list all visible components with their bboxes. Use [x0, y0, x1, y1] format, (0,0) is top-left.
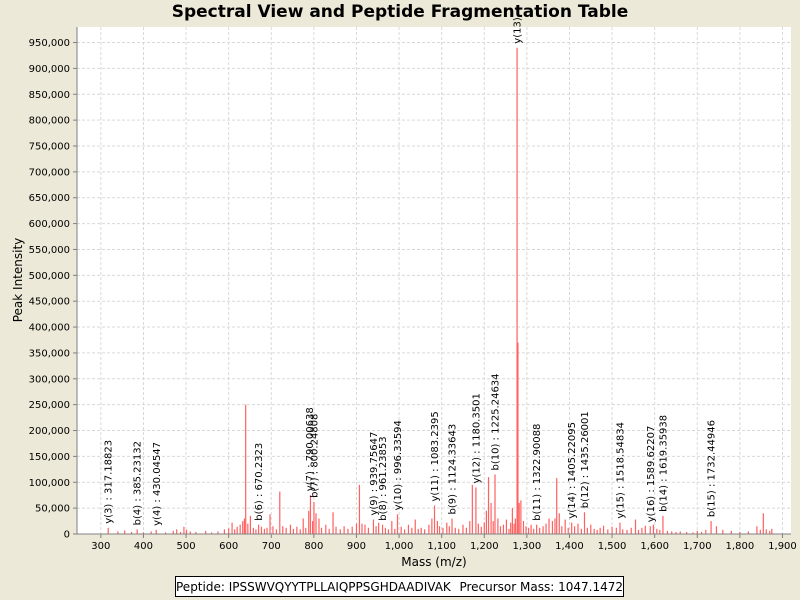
- x-axis-label: Mass (m/z): [401, 555, 466, 569]
- y-tick-label: 300,000: [29, 374, 70, 385]
- y-tick-label: 500,000: [29, 271, 70, 282]
- x-tick-label: 600: [219, 541, 238, 552]
- peak-annotation-label: y(3) : 317.18823: [104, 440, 115, 524]
- peak-bars: [107, 47, 773, 534]
- x-tick-label: 1,400: [555, 541, 584, 552]
- y-tick-label: 50,000: [35, 504, 70, 515]
- peak-annotation-label: b(11) : 1322.90088: [532, 424, 543, 521]
- peak-annotation-label: y(15) : 1518.54834: [615, 422, 626, 519]
- x-tick-label: 800: [304, 541, 323, 552]
- gridlines: [77, 27, 791, 534]
- x-tick-label: 1,800: [726, 541, 755, 552]
- x-tick-label: 1,500: [598, 541, 627, 552]
- peak-annotation-label: y(9) : 939.75647: [369, 432, 380, 516]
- y-tick-label: 700,000: [29, 167, 70, 178]
- chart-title: Spectral View and Peptide Fragmentation …: [171, 2, 629, 22]
- y-tick-label: 950,000: [29, 38, 70, 49]
- y-tick-label: 0: [64, 530, 70, 541]
- x-tick-label: 1,300: [513, 541, 542, 552]
- peptide-label: Peptide: IPSSWVQYYTPLLAIQPPSGHDAADIVAK: [176, 579, 451, 594]
- peak-annotation-label: y(4) : 430.04547: [152, 442, 163, 526]
- peak-annotation-label: b(4) : 385.23132: [133, 441, 144, 525]
- x-tick-label: 1,600: [640, 541, 669, 552]
- y-tick-label: 750,000: [29, 141, 70, 152]
- peak-annotation-label: b(7) : 800.24808: [309, 414, 320, 498]
- y-tick-label: 200,000: [29, 426, 70, 437]
- x-tick-label: 1,100: [427, 541, 456, 552]
- y-axis-ticks: 0 50,000 100,000 150,000 200,000 250,000 300,0…: [29, 38, 77, 541]
- y-tick-label: 550,000: [29, 245, 70, 256]
- x-tick-label: 500: [177, 541, 196, 552]
- x-tick-label: 700: [262, 541, 281, 552]
- peak-annotation-label: y(11) : 1083.2395: [430, 411, 441, 501]
- y-tick-label: 850,000: [29, 90, 70, 101]
- peak-annotation-label: b(12) : 1435.26001: [580, 411, 591, 508]
- x-tick-label: 300: [91, 541, 110, 552]
- peak-annotation-label: y(14) : 1405.22095: [567, 422, 578, 519]
- y-tick-label: 600,000: [29, 219, 70, 230]
- x-tick-label: 900: [347, 541, 366, 552]
- peak-annotation-label: y(16) : 1589.62207: [646, 426, 657, 523]
- x-tick-label: 400: [134, 541, 153, 552]
- y-tick-label: 400,000: [29, 323, 70, 334]
- peak-annotation-label: b(10) : 1225.24634: [491, 373, 502, 470]
- peak-annotation-label: b(6) : 670.2323: [254, 443, 265, 521]
- x-tick-label: 1,700: [683, 541, 712, 552]
- y-tick-label: 100,000: [29, 478, 70, 489]
- y-tick-label: 350,000: [29, 348, 70, 359]
- peak-annotation-label: b(9) : 1124.33643: [448, 424, 459, 515]
- peak-annotation-label: y(13): [513, 17, 524, 44]
- precursor-mass-label: Precursor Mass: 1047.1472: [459, 579, 623, 594]
- plot-area: [77, 27, 791, 534]
- y-tick-label: 450,000: [29, 297, 70, 308]
- x-axis-ticks: 300 400 500 600 700 800 900 1,000 1,100 1,200 1,30…: [91, 534, 797, 552]
- x-tick-label: 1,000: [385, 541, 414, 552]
- y-tick-label: 150,000: [29, 452, 70, 463]
- peak-annotation-label: y(10) : 996.33594: [393, 420, 404, 510]
- peak-annotation-label: y(7) : 790.00638: [305, 407, 316, 491]
- peak-annotation-label: y(12) : 1180.3501: [471, 393, 482, 483]
- x-tick-label: 1,900: [768, 541, 797, 552]
- peak-annotations: y(3) : 317.18823 b(4) : 385.23132 y(4) : 4…: [104, 17, 718, 526]
- y-tick-label: 250,000: [29, 400, 70, 411]
- peptide-info-box: Peptide: IPSSWVQYYTPLLAIQPPSGHDAADIVAK P…: [175, 576, 624, 597]
- peak-annotation-label: b(14) : 1619.35938: [658, 415, 669, 512]
- y-tick-label: 800,000: [29, 116, 70, 127]
- y-axis-label: Peak Intensity: [11, 238, 25, 323]
- x-tick-label: 1,200: [470, 541, 499, 552]
- peak-annotation-label: b(15) : 1732.44946: [707, 420, 718, 517]
- y-tick-label: 650,000: [29, 193, 70, 204]
- peak-annotation-label: b(8) : 961.23853: [378, 436, 389, 520]
- y-tick-label: 900,000: [29, 64, 70, 75]
